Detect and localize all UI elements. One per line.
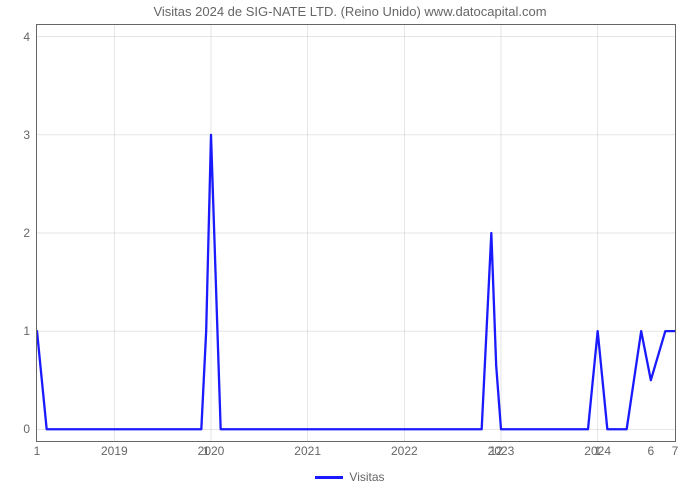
legend-swatch [315,476,343,479]
data-point-label: 12 [489,444,502,458]
legend-label: Visitas [349,470,384,484]
y-tick-label: 4 [0,30,30,44]
chart-title: Visitas 2024 de SIG-NATE LTD. (Reino Uni… [0,4,700,19]
data-point-label: 1 [594,444,601,458]
y-tick-label: 2 [0,226,30,240]
data-point-label: 6 [647,444,654,458]
chart-container: Visitas 2024 de SIG-NATE LTD. (Reino Uni… [0,0,700,500]
x-tick-label: 2020 [198,444,225,458]
x-tick-label: 2022 [391,444,418,458]
chart-svg [37,25,675,441]
x-tick-label: 2021 [294,444,321,458]
data-point-label: 7 [672,444,679,458]
y-tick-label: 3 [0,128,30,142]
y-tick-label: 1 [0,324,30,338]
x-tick-label: 2019 [101,444,128,458]
data-point-label: 1 [34,444,41,458]
plot-area [36,24,676,442]
y-tick-label: 0 [0,422,30,436]
legend: Visitas [0,470,700,484]
data-point-label: 1 [203,444,210,458]
